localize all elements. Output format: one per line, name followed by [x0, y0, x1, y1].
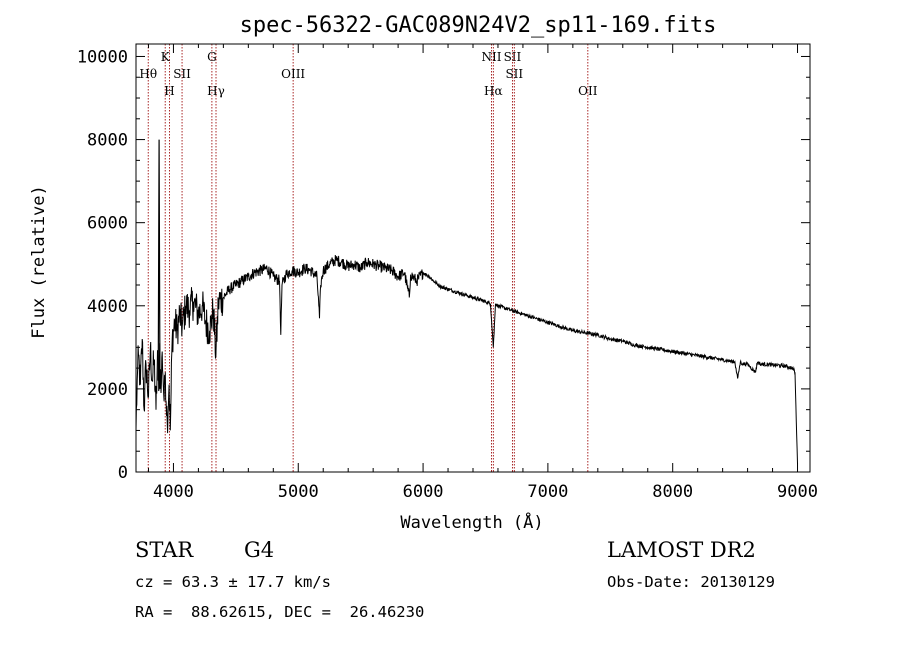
spectrum-line — [135, 254, 798, 464]
emission-line-label: G — [207, 50, 217, 64]
redshift-cz: cz = 63.3 ± 17.7 km/s — [135, 573, 331, 591]
x-tick-label: 9000 — [777, 482, 818, 502]
x-tick-label: 6000 — [403, 482, 444, 502]
emission-line-label: Hα — [484, 84, 503, 98]
emission-line-label: H — [164, 84, 174, 98]
obs-date: Obs-Date: 20130129 — [607, 573, 775, 591]
spectrum-peak — [157, 139, 161, 389]
emission-line-label: Hγ — [207, 84, 225, 98]
emission-line-label: SII — [173, 67, 191, 81]
y-tick-label: 8000 — [87, 131, 128, 151]
emission-line-label: SII — [505, 67, 523, 81]
plot-frame — [135, 43, 811, 473]
emission-line-label: SII — [504, 50, 522, 64]
survey-name: LAMOST DR2 — [607, 538, 756, 562]
emission-line-label: K — [161, 50, 171, 64]
ra-dec: RA = 88.62615, DEC = 26.46230 — [135, 603, 425, 621]
x-tick-label: 5000 — [278, 482, 319, 502]
y-axis-label: Flux (relative) — [29, 185, 49, 339]
y-tick-label: 2000 — [87, 380, 128, 400]
y-tick-label: 6000 — [87, 214, 128, 234]
spectral-class: STAR — [135, 538, 194, 562]
x-tick-label: 4000 — [153, 482, 194, 502]
y-tick-label: 10000 — [77, 47, 128, 67]
emission-line-label: OIII — [281, 67, 305, 81]
x-axis-label: Wavelength (Å) — [400, 511, 543, 533]
y-tick-label: 4000 — [87, 297, 128, 317]
emission-line-label: Hθ — [139, 67, 157, 81]
chart-title: spec-56322-GAC089N24V2_sp11-169.fits — [240, 13, 717, 38]
x-tick-label: 8000 — [652, 482, 693, 502]
emission-line-label: NII — [481, 50, 501, 64]
x-tick-label: 7000 — [527, 482, 568, 502]
emission-line-label: OII — [578, 84, 598, 98]
y-tick-label: 0 — [118, 463, 128, 483]
spectral-subclass: G4 — [244, 538, 275, 562]
